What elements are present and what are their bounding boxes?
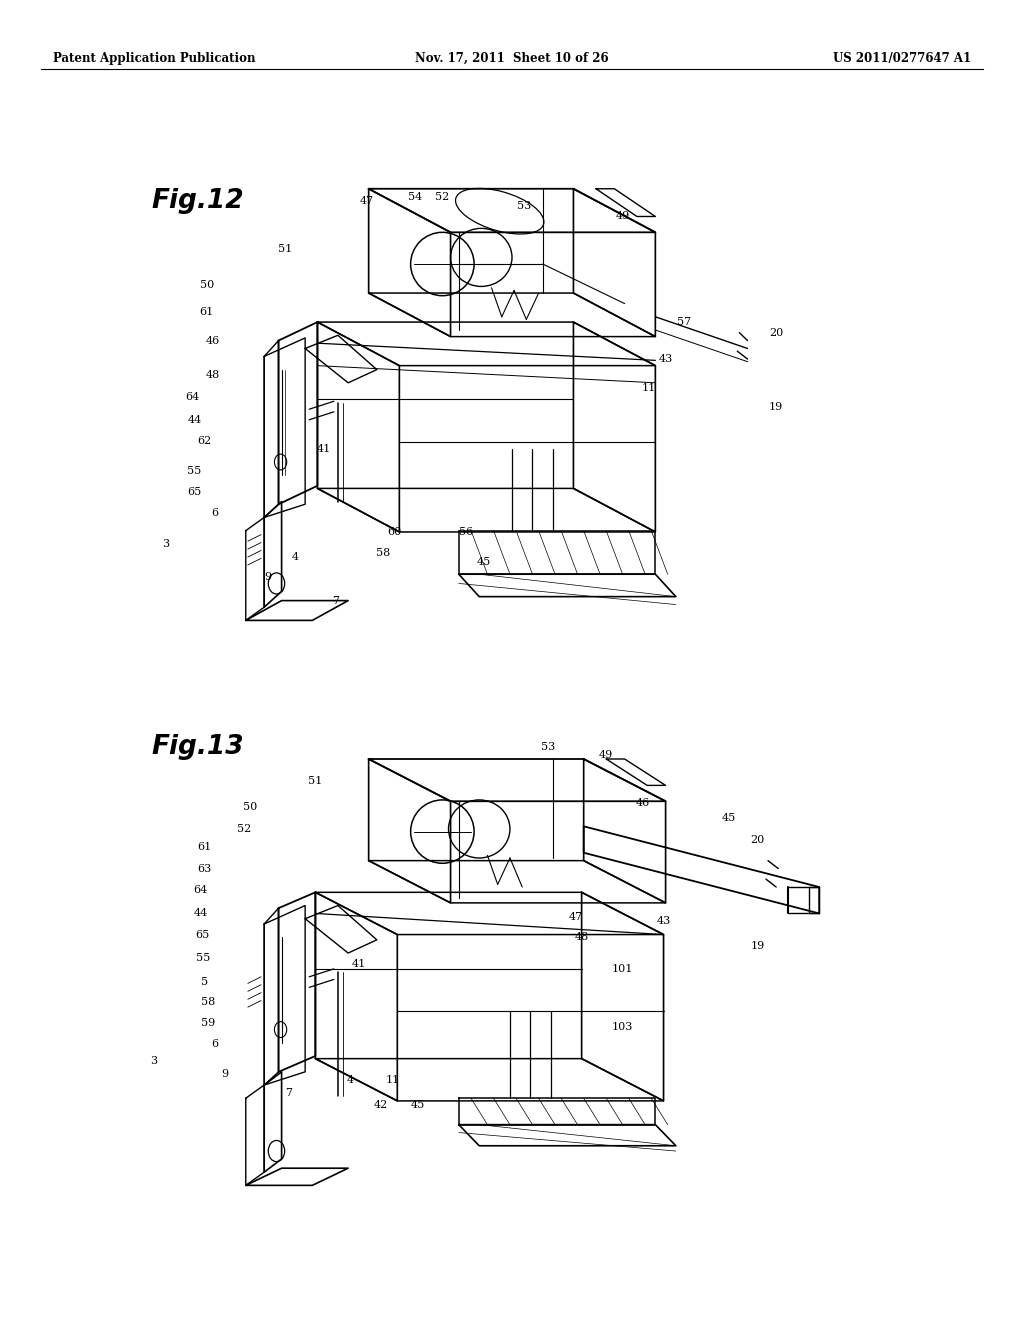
Text: 52: 52 — [435, 191, 450, 202]
Text: Fig.12: Fig.12 — [152, 187, 244, 214]
Text: 9: 9 — [265, 572, 271, 582]
Text: 11: 11 — [642, 383, 656, 393]
Text: 20: 20 — [751, 834, 765, 845]
Text: 51: 51 — [308, 776, 323, 787]
Text: 61: 61 — [198, 842, 212, 853]
Text: 65: 65 — [196, 929, 210, 940]
Text: 49: 49 — [599, 750, 613, 760]
Text: 45: 45 — [411, 1100, 425, 1110]
Text: Nov. 17, 2011  Sheet 10 of 26: Nov. 17, 2011 Sheet 10 of 26 — [415, 53, 609, 65]
Text: 6: 6 — [212, 1039, 218, 1049]
Text: 19: 19 — [769, 401, 783, 412]
Text: 3: 3 — [163, 539, 169, 549]
Text: 46: 46 — [636, 797, 650, 808]
Text: 7: 7 — [286, 1088, 292, 1098]
Text: 55: 55 — [187, 466, 202, 477]
Text: Fig.13: Fig.13 — [152, 734, 244, 760]
Text: 20: 20 — [769, 327, 783, 338]
Text: 58: 58 — [201, 997, 215, 1007]
Text: 53: 53 — [541, 742, 555, 752]
Text: 4: 4 — [347, 1074, 353, 1085]
Text: 101: 101 — [612, 964, 633, 974]
Text: 53: 53 — [517, 201, 531, 211]
Text: 5: 5 — [202, 977, 208, 987]
Text: 9: 9 — [222, 1069, 228, 1080]
Text: 41: 41 — [316, 444, 331, 454]
Text: 43: 43 — [656, 916, 671, 927]
Text: 64: 64 — [194, 884, 208, 895]
Text: 47: 47 — [359, 195, 374, 206]
Text: 60: 60 — [387, 527, 401, 537]
Text: 45: 45 — [722, 813, 736, 824]
Text: 42: 42 — [374, 1100, 388, 1110]
Text: 51: 51 — [278, 244, 292, 255]
Text: 48: 48 — [206, 370, 220, 380]
Text: 46: 46 — [206, 335, 220, 346]
Text: 4: 4 — [292, 552, 298, 562]
Text: 56: 56 — [459, 527, 473, 537]
Text: 59: 59 — [201, 1018, 215, 1028]
Text: 19: 19 — [751, 941, 765, 952]
Text: 65: 65 — [187, 487, 202, 498]
Text: 6: 6 — [212, 508, 218, 519]
Text: 64: 64 — [185, 392, 200, 403]
Text: 61: 61 — [200, 306, 214, 317]
Text: 54: 54 — [408, 191, 422, 202]
Text: 44: 44 — [194, 908, 208, 919]
Text: 41: 41 — [351, 958, 366, 969]
Text: US 2011/0277647 A1: US 2011/0277647 A1 — [833, 53, 971, 65]
Text: 43: 43 — [658, 354, 673, 364]
Text: 3: 3 — [151, 1056, 157, 1067]
Text: 57: 57 — [677, 317, 691, 327]
Text: 58: 58 — [376, 548, 390, 558]
Text: 55: 55 — [196, 953, 210, 964]
Text: 48: 48 — [574, 932, 589, 942]
Text: 63: 63 — [198, 863, 212, 874]
Text: 52: 52 — [237, 824, 251, 834]
Text: 49: 49 — [615, 211, 630, 222]
Text: 45: 45 — [476, 557, 490, 568]
Text: 7: 7 — [333, 595, 339, 606]
Text: 11: 11 — [386, 1074, 400, 1085]
Text: 50: 50 — [200, 280, 214, 290]
Text: 47: 47 — [568, 912, 583, 923]
Text: 62: 62 — [198, 436, 212, 446]
Text: Patent Application Publication: Patent Application Publication — [53, 53, 256, 65]
Text: 103: 103 — [612, 1022, 633, 1032]
Text: 44: 44 — [187, 414, 202, 425]
Text: 50: 50 — [243, 801, 257, 812]
